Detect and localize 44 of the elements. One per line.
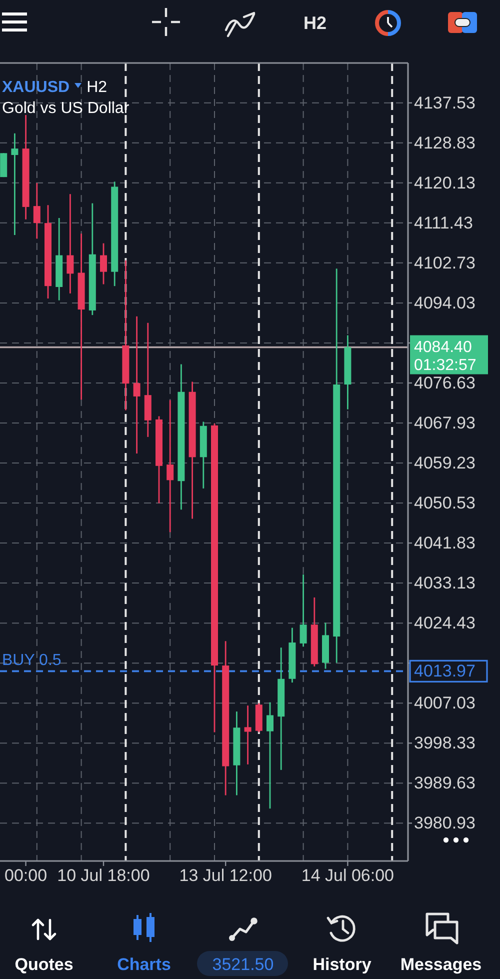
y-tick-label: 4076.63 xyxy=(414,373,476,392)
y-tick-label: 4067.93 xyxy=(414,413,476,432)
text: XAUUSD xyxy=(2,79,70,96)
y-tick-label: 4024.43 xyxy=(414,614,476,633)
y-tick-label: 3989.63 xyxy=(414,774,476,793)
x-tick-label: 00:00 xyxy=(4,866,48,885)
candlestick xyxy=(100,242,107,285)
text: Gold vs US Dollar xyxy=(2,100,130,117)
annotation: H2 xyxy=(86,79,108,96)
text: 01:32:57 xyxy=(414,357,476,374)
candlestick xyxy=(0,152,8,178)
y-tick-label: 4033.13 xyxy=(414,574,476,593)
annotation: BUY 0.5 xyxy=(2,652,62,670)
y-tick-label: 4137.53 xyxy=(414,93,476,112)
text: History xyxy=(312,955,372,974)
candlestick xyxy=(133,316,140,454)
candlestick xyxy=(11,132,18,236)
candlestick xyxy=(266,702,274,810)
x-tick-label: 14 Jul 06:00 xyxy=(301,866,394,885)
text: Messages xyxy=(400,955,482,974)
candlestick xyxy=(166,399,174,533)
text: H2 xyxy=(303,13,327,33)
x-tick-label: 13 Jul 12:00 xyxy=(179,866,272,885)
ref-line-label: 4013.97 xyxy=(414,662,476,681)
candlestick xyxy=(33,182,40,240)
y-tick-label: 4094.03 xyxy=(414,293,476,312)
y-tick-label: 4041.83 xyxy=(414,534,476,553)
y-tick-label: 3980.93 xyxy=(414,814,476,833)
candlestick xyxy=(300,574,307,648)
y-tick-label: 4120.13 xyxy=(414,173,476,192)
candlestick xyxy=(244,704,252,766)
y-tick-label: 4050.53 xyxy=(414,494,476,513)
ref-line-label: 4084.40 xyxy=(414,339,472,356)
y-tick-label: 4007.03 xyxy=(414,694,476,713)
text: 3521.50 xyxy=(212,955,274,974)
y-tick-label: 3998.33 xyxy=(414,734,476,753)
y-tick-label: 4059.23 xyxy=(414,454,476,473)
x-tick-label: 10 Jul 18:00 xyxy=(57,866,150,885)
text: Charts xyxy=(117,955,171,974)
y-tick-label: 4111.43 xyxy=(414,213,473,232)
y-tick-label: 4102.73 xyxy=(414,253,476,272)
y-tick-label: 4128.83 xyxy=(414,133,476,152)
text: Quotes xyxy=(14,955,74,974)
candlestick xyxy=(66,193,74,294)
